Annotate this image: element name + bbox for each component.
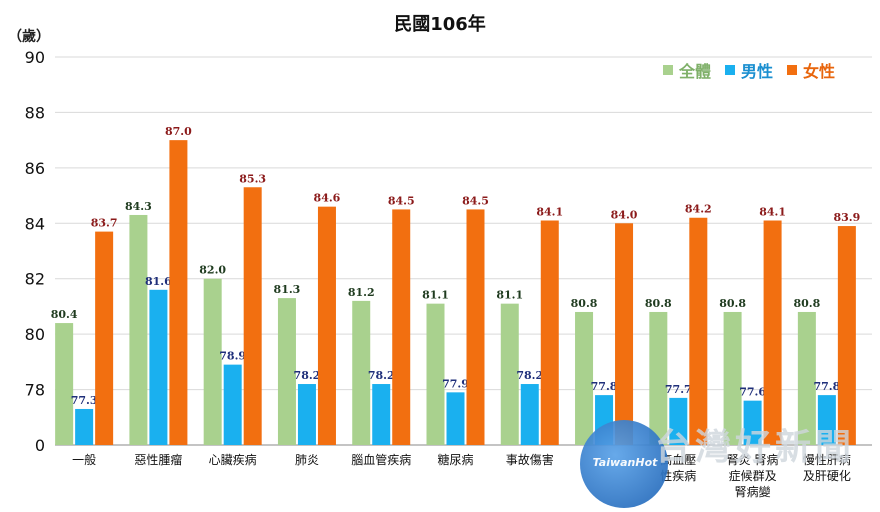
legend-item-female: 女性 <box>787 58 835 82</box>
data-label-0-2: 82.0 <box>199 264 226 277</box>
x-tick-label: 高血壓 性疾病 <box>660 453 697 483</box>
legend-swatch-all <box>663 65 673 75</box>
data-label-0-10: 80.8 <box>793 297 820 310</box>
x-tick-label: 事故傷害 <box>505 453 554 467</box>
legend-label-male: 男性 <box>741 62 774 81</box>
bar-0-0 <box>55 323 74 445</box>
data-label-0-8: 80.8 <box>645 297 672 310</box>
data-label-0-1: 84.3 <box>125 200 152 213</box>
data-label-1-6: 78.2 <box>516 369 543 382</box>
bar-0-3 <box>277 298 296 445</box>
y-tick-label-78: 78 <box>25 381 45 400</box>
data-label-1-7: 77.8 <box>591 380 618 393</box>
data-label-2-0: 83.7 <box>91 217 118 230</box>
data-label-1-8: 77.7 <box>665 383 692 396</box>
data-label-2-3: 84.6 <box>314 192 341 205</box>
data-label-0-7: 80.8 <box>571 297 598 310</box>
x-tick-label: 肺炎 <box>294 453 319 467</box>
bar-1-0 <box>75 408 94 445</box>
bar-0-7 <box>575 311 594 445</box>
bar-0-2 <box>203 278 222 445</box>
bar-2-8 <box>689 217 708 445</box>
watermark-logo-text: TaiwanHot <box>592 456 658 469</box>
bar-1-6 <box>520 384 539 445</box>
bar-1-1 <box>149 289 168 445</box>
bar-1-3 <box>297 384 316 445</box>
bar-0-8 <box>649 311 668 445</box>
data-label-2-5: 84.5 <box>462 194 489 207</box>
bar-2-3 <box>317 206 336 445</box>
bar-2-4 <box>392 209 411 445</box>
watermark-logo-icon <box>580 420 668 508</box>
x-tick-label: 一般 <box>72 453 97 467</box>
data-label-1-9: 77.6 <box>739 386 766 399</box>
legend-swatch-male <box>725 65 736 75</box>
legend-swatch-female <box>787 65 798 75</box>
y-tick-label-84: 84 <box>25 214 45 233</box>
data-label-2-10: 83.9 <box>833 211 860 224</box>
bar-1-10 <box>817 395 836 445</box>
bar-1-4 <box>372 384 391 445</box>
bar-0-9 <box>723 311 742 445</box>
bar-2-9 <box>763 220 782 445</box>
bar-2-6 <box>540 220 559 445</box>
data-label-2-8: 84.2 <box>685 203 712 216</box>
bar-2-10 <box>837 226 856 445</box>
watermark-site-text: 台灣好新聞 <box>655 427 856 468</box>
data-label-0-5: 81.1 <box>422 289 449 302</box>
legend-item-all: 全體 <box>663 58 711 82</box>
bar-1-5 <box>446 392 465 445</box>
bar-2-1 <box>169 140 188 445</box>
y-tick-label-0: 0 <box>35 436 45 455</box>
bar-2-2 <box>243 187 262 445</box>
data-label-0-6: 81.1 <box>496 289 523 302</box>
y-tick-label-88: 88 <box>25 103 45 122</box>
data-label-1-3: 78.2 <box>294 369 321 382</box>
bar-0-4 <box>352 300 371 445</box>
data-label-1-1: 81.6 <box>145 275 172 288</box>
bar-0-1 <box>129 214 148 445</box>
x-tick-label: 慢性肝病 及肝硬化 <box>802 453 851 483</box>
x-tick-label: 心臟疾病 <box>208 453 257 467</box>
data-label-0-3: 81.3 <box>274 283 301 296</box>
bar-2-7 <box>615 223 634 445</box>
data-label-1-0: 77.3 <box>71 394 98 407</box>
bar-1-2 <box>223 364 242 445</box>
data-label-1-2: 78.9 <box>219 350 246 363</box>
y-tick-label-82: 82 <box>25 270 45 289</box>
data-label-2-9: 84.1 <box>759 206 786 219</box>
chart-legend: 全體 男性 女性 <box>663 58 835 82</box>
data-label-2-1: 87.0 <box>165 125 192 138</box>
bar-0-5 <box>426 303 445 445</box>
x-tick-label: 糖尿病 <box>437 453 474 467</box>
legend-label-all: 全體 <box>679 62 712 81</box>
legend-item-male: 男性 <box>725 58 773 82</box>
x-tick-label: 腎炎 腎病 症候群及 腎病變 <box>726 453 779 499</box>
bar-0-10 <box>797 311 816 445</box>
data-label-2-7: 84.0 <box>611 208 638 221</box>
bar-1-9 <box>743 400 762 445</box>
data-label-2-6: 84.1 <box>536 206 563 219</box>
x-tick-label: 腦血管疾病 <box>351 453 412 467</box>
data-label-1-5: 77.9 <box>442 377 469 390</box>
y-tick-label-90: 90 <box>25 48 45 67</box>
legend-label-female: 女性 <box>803 62 836 81</box>
data-label-2-2: 85.3 <box>239 172 266 185</box>
y-tick-label-80: 80 <box>25 325 45 344</box>
data-label-0-0: 80.4 <box>51 308 78 321</box>
data-label-0-9: 80.8 <box>719 297 746 310</box>
x-tick-label: 惡性腫瘤 <box>134 453 183 467</box>
chart-title: 民國106年 <box>394 14 486 35</box>
y-tick-label-86: 86 <box>25 159 45 178</box>
bar-1-8 <box>669 397 688 445</box>
y-axis-unit-label: （歲） <box>8 29 50 45</box>
data-label-0-4: 81.2 <box>348 286 375 299</box>
data-label-1-10: 77.8 <box>813 380 840 393</box>
bar-2-5 <box>466 209 485 445</box>
bar-2-0 <box>95 231 114 445</box>
data-label-1-4: 78.2 <box>368 369 395 382</box>
bar-0-6 <box>500 303 519 445</box>
data-label-2-4: 84.5 <box>388 194 415 207</box>
